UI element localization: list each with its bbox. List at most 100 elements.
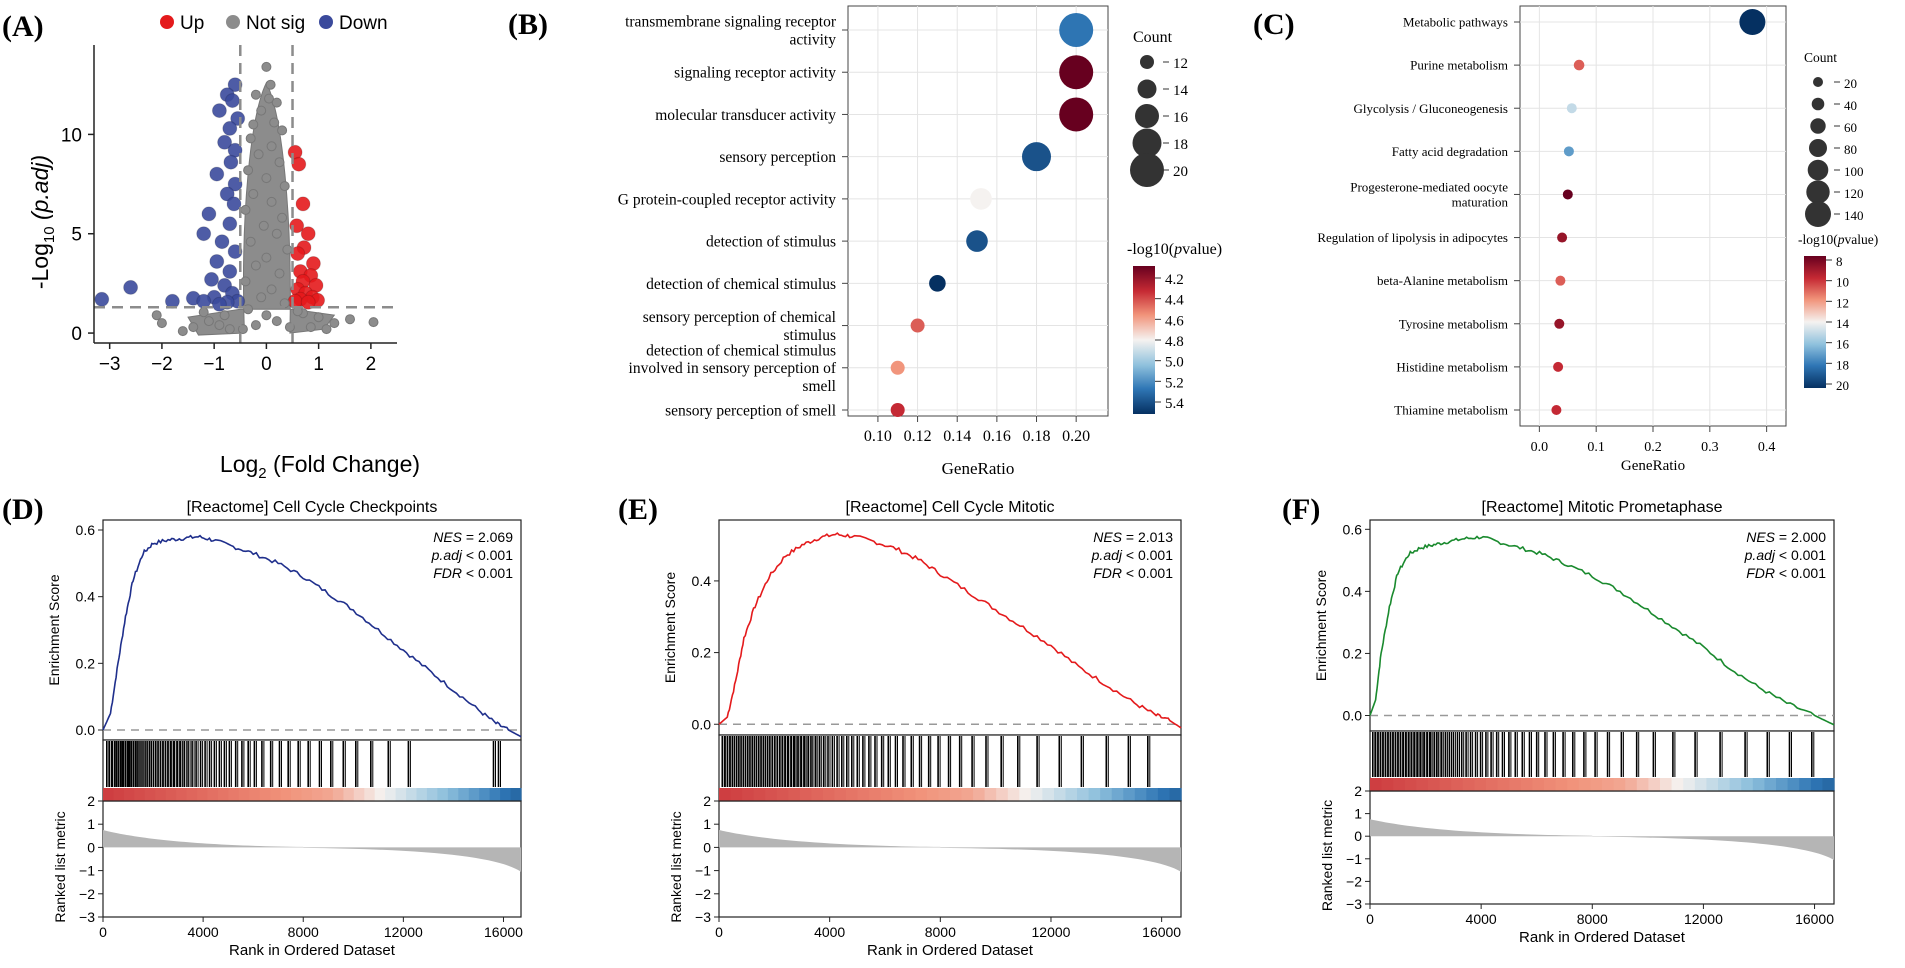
dotplot-category-label: Thiamine metabolism	[1394, 403, 1508, 418]
volcano-x-tick-label: 0	[261, 354, 272, 375]
gsea-rank-gradient-segment	[1497, 778, 1510, 791]
color-legend-title-italic: p	[1173, 241, 1182, 258]
volcano-point-not-sig	[248, 119, 259, 130]
volcano-point-up	[290, 246, 306, 262]
gsea-rank-gradient-segment	[353, 788, 365, 801]
gsea-rank-gradient-segment	[322, 788, 334, 801]
dotplot-x-tick-label: 0.1	[1587, 440, 1605, 455]
gsea-rank-gradient-segment	[197, 788, 209, 801]
gsea-rank-gradient-segment	[1134, 788, 1147, 801]
volcano-point-not-sig	[261, 252, 272, 263]
gsea-stat-fdr: FDR < 0.001	[433, 565, 513, 581]
dotplot-category-line: molecular transducer activity	[655, 107, 836, 124]
dotplot-category-label: Metabolic pathways	[1403, 15, 1508, 30]
gsea-rank-gradient-segment	[799, 788, 813, 801]
gsea-metric-y-tick-label: 2	[703, 793, 711, 809]
volcano-point-down	[226, 196, 242, 212]
dotplot-category-line: sensory perception of chemical	[643, 309, 836, 326]
gsea-rank-gradient-segment	[996, 788, 1009, 801]
volcano-point-not-sig	[250, 260, 261, 271]
gsea-rank-gradient-segment	[811, 788, 824, 801]
gsea-x-tick-label: 16000	[484, 924, 523, 940]
gsea-rank-gradient-segment	[1544, 778, 1557, 791]
gsea-rank-gradient-segment	[1169, 788, 1182, 801]
color-legend-bar	[1133, 266, 1155, 414]
dotplot-category-label: molecular transducer activity	[655, 107, 836, 124]
dotplot-category-line: detection of chemical stimulus	[646, 276, 836, 293]
volcano-y-tick-label: 10	[61, 125, 82, 146]
gsea-enrichment-curve	[1369, 535, 1835, 726]
gsea-stat-name: NES	[1093, 529, 1122, 545]
volcano-legend: Up Not sig Down	[160, 13, 388, 34]
dotplot-category-line: Purine metabolism	[1410, 58, 1508, 73]
gsea-metric-y-tick-label: 1	[703, 816, 711, 832]
gsea-title: [Reactome] Mitotic Prometaphase	[1482, 499, 1723, 516]
gsea-rank-gradient-segment	[426, 788, 438, 801]
dotplot-dot	[1555, 275, 1566, 286]
volcano-point-down	[227, 176, 243, 192]
gsea-stat-nes: NES = 2.069	[433, 529, 513, 545]
dotplot-category-label: detection of chemical stimulus involved i…	[629, 342, 837, 395]
gsea-rank-gradient-segment	[458, 788, 470, 801]
dotplot-dot	[1551, 405, 1562, 415]
dotplot-x-tick-label: 0.20	[1062, 428, 1090, 445]
volcano-point-down	[223, 154, 239, 170]
volcano-point-down	[222, 216, 238, 232]
gsea-rank-gradient-segment	[857, 788, 870, 801]
dotplot-category-line: Glycolysis / Gluconeogenesis	[1353, 101, 1508, 116]
dotplot-dot	[1022, 142, 1051, 172]
gsea-rank-gradient-segment	[1822, 778, 1835, 791]
gsea-es-y-tick-label: 0.0	[1343, 707, 1363, 723]
volcano-point-not-sig	[368, 317, 379, 328]
dotplot-category-line: Progesterone-mediated oocyte	[1350, 180, 1508, 195]
dotplot-dot	[1554, 318, 1565, 329]
dotplot-category-line: stimulus	[783, 327, 836, 344]
volcano-point-down	[209, 254, 225, 269]
kegg-category-labels: Metabolic pathways Purine metabolism Glyco…	[1317, 15, 1520, 418]
gsea-rank-gradient-segment	[447, 788, 459, 801]
volcano-point-not-sig	[188, 322, 199, 333]
count-legend-label: 40	[1844, 98, 1857, 113]
volcano-point-up	[295, 196, 311, 212]
gsea-metric-y-tick-label: −3	[79, 909, 95, 925]
gsea-metric-ylabel: Ranked list metric	[1319, 800, 1335, 911]
dotplot-dot	[970, 188, 992, 210]
count-legend-label: 18	[1173, 137, 1188, 153]
color-legend-label: 5.2	[1165, 375, 1184, 391]
gsea-rank-gradient-segment	[479, 788, 491, 801]
gsea-rank-gradient-segment	[730, 788, 743, 801]
gsea-rank-gradient-segment	[134, 788, 146, 801]
color-legend-label: 4.4	[1165, 293, 1184, 309]
volcano-point-not-sig	[256, 292, 267, 303]
gsea-rank-gradient-segment	[938, 788, 951, 801]
color-legend-title-italic: p	[1837, 232, 1845, 247]
gsea-rank-gradient-segment	[1764, 778, 1777, 791]
color-legend-title: -log10(pvalue)	[1798, 232, 1878, 247]
gsea-metric-frame	[102, 800, 522, 918]
volcano-point-not-sig	[329, 318, 340, 329]
gsea-rank-gradient-segment	[1077, 788, 1090, 801]
gsea-es-ylabel: Enrichment Score	[1313, 570, 1329, 681]
gsea-es-ylabel: Enrichment Score	[46, 574, 62, 685]
gsea-stat-name: FDR	[1093, 565, 1122, 581]
dotplot-category-line: Thiamine metabolism	[1394, 403, 1508, 418]
color-legend-title-suffix: value)	[1182, 241, 1222, 258]
panel-b-label: (B)	[508, 8, 548, 41]
legend-label-down: Down	[339, 13, 388, 34]
color-legend-label: 20	[1836, 378, 1849, 393]
dotplot-category-label: detection of stimulus	[706, 234, 836, 251]
gsea-rank-gradient-segment	[510, 788, 522, 801]
count-legend-title: Count	[1804, 50, 1837, 65]
legend-label-up: Up	[180, 13, 204, 34]
volcano-point-not-sig	[156, 318, 167, 329]
gsea-rank-gradient-segment	[312, 788, 323, 801]
dotplot-category-line: Histidine metabolism	[1396, 359, 1508, 374]
volcano-x-tick-label: −1	[203, 354, 225, 375]
volcano-point-not-sig	[198, 307, 209, 318]
volcano-point-down	[214, 234, 230, 250]
gsea-es-ylabel: Enrichment Score	[662, 572, 678, 683]
gsea-stat-value: < 0.001	[1122, 565, 1173, 581]
gsea-stat-padj: p.adj < 0.001	[1091, 547, 1174, 563]
gsea-rank-gradient-segment	[301, 788, 313, 801]
